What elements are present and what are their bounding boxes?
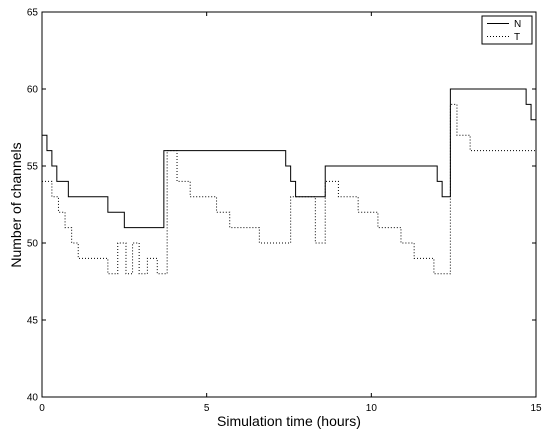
x-axis-label: Simulation time (hours)	[217, 413, 361, 429]
series-layer	[42, 88, 536, 275]
x-tick-label: 10	[366, 403, 378, 414]
x-tick-label: 15	[530, 403, 542, 414]
y-tick-label: 55	[27, 162, 39, 173]
y-tick-label: 65	[27, 8, 39, 19]
legend-label-t: T	[514, 32, 520, 43]
legend-box	[481, 15, 533, 45]
legend: N T	[481, 15, 533, 45]
y-axis-label: Number of channels	[8, 142, 24, 267]
y-tick-label: 60	[27, 85, 39, 96]
series-line-n	[42, 88, 536, 229]
plot-frame	[41, 11, 537, 398]
ticks-layer: 0 5 10 15 40 45 50 55 60 65	[27, 8, 542, 415]
y-tick-label: 40	[27, 393, 39, 404]
x-tick-label: 5	[204, 403, 210, 414]
series-line-t	[42, 103, 536, 275]
y-tick-label: 45	[27, 316, 39, 327]
legend-label-n: N	[514, 19, 521, 30]
y-tick-label: 50	[27, 239, 39, 250]
x-tick-label: 0	[39, 403, 45, 414]
